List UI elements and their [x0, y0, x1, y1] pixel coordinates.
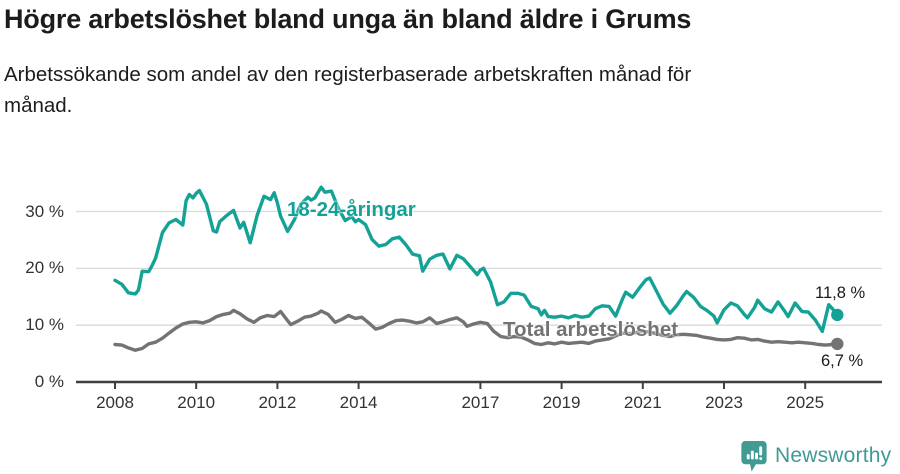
x-axis-tick-label: 2017: [461, 393, 500, 412]
x-axis-tick-label: 2008: [96, 393, 134, 412]
x-axis-tick-label: 2012: [258, 393, 297, 412]
series-label-total: Total arbetslöshet: [503, 318, 679, 341]
y-axis-tick-label: 30 %: [25, 201, 64, 221]
series-label-young: 18-24-åringar: [287, 198, 416, 221]
chart-subtitle: Arbetssökande som andel av den registerb…: [4, 60, 864, 122]
end-value-label-total: 6,7 %: [821, 352, 864, 370]
x-axis-tick-label: 2014: [339, 393, 378, 412]
chart-subtitle-line-1: Arbetssökande som andel av den registerb…: [4, 63, 692, 86]
chart-subtitle-line-2: månad.: [4, 93, 73, 117]
end-value-label-young: 11,8 %: [815, 284, 866, 302]
x-axis-tick-label: 2025: [786, 393, 825, 412]
x-axis-tick-label: 2010: [177, 393, 216, 412]
newsworthy-logo-icon: [741, 440, 767, 472]
x-axis-tick-label: 2023: [705, 393, 743, 412]
newsworthy-logo: Newsworthy: [740, 440, 891, 472]
y-axis-tick-label: 0 %: [34, 372, 64, 391]
y-axis-tick-label: 10 %: [25, 315, 64, 335]
newsworthy-brand-name: Newsworthy: [775, 444, 892, 467]
y-axis-tick-label: 20 %: [25, 258, 64, 278]
x-axis-tick-label: 2021: [623, 393, 662, 412]
x-axis-tick-label: 2019: [542, 393, 581, 412]
chart-title: Högre arbetslöshet bland unga än bland ä…: [4, 4, 692, 34]
